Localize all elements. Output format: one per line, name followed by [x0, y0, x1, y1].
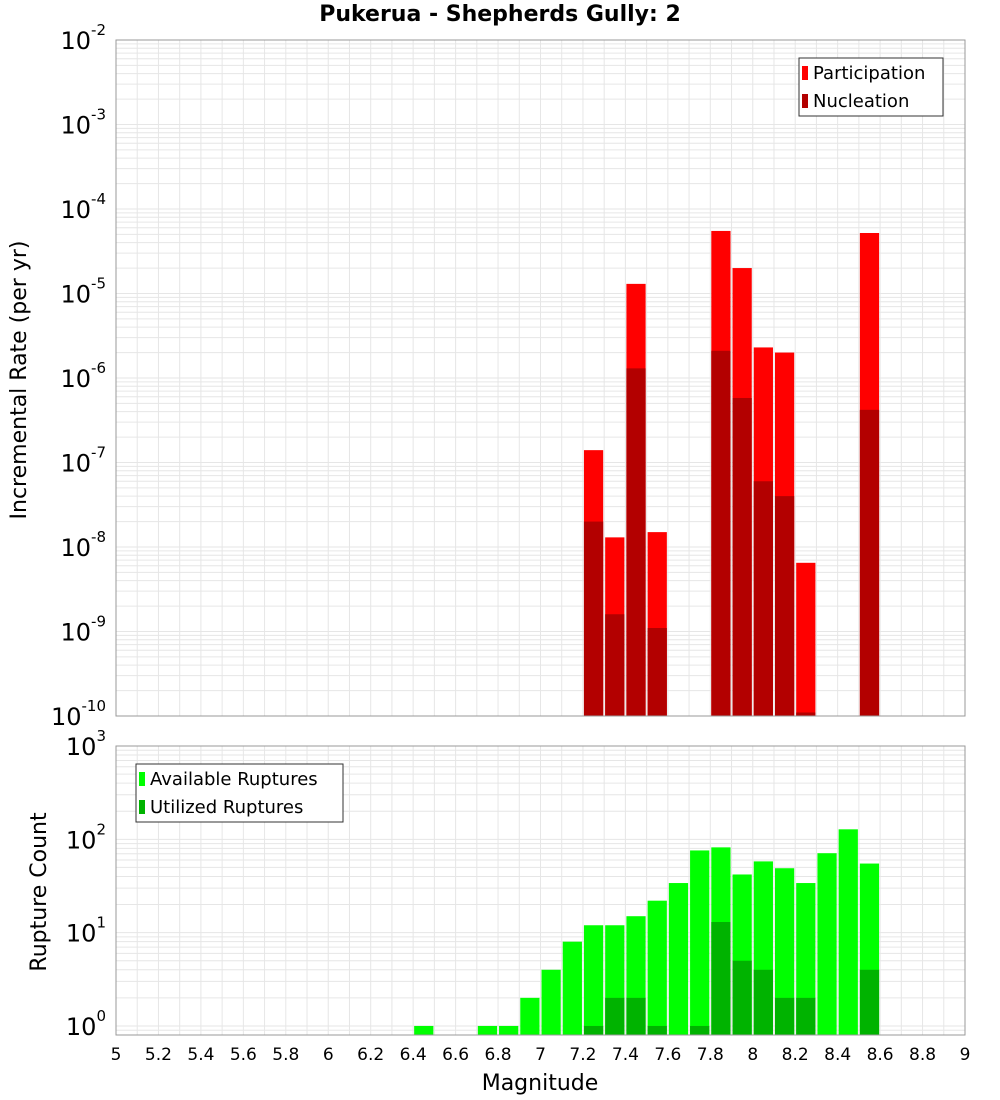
count-y-axis-title: Rupture Count [27, 812, 52, 972]
x-tick-label: 7.4 [612, 1045, 639, 1065]
rate-bar-secondary [605, 614, 625, 716]
x-tick-label: 5.2 [145, 1045, 172, 1065]
count-y-tick-label: 103 [66, 727, 106, 761]
count-legend-box [135, 763, 344, 823]
count-bar-secondary [605, 997, 625, 1035]
x-tick-label: 5.4 [187, 1045, 214, 1065]
x-tick-label: 6.6 [442, 1045, 469, 1065]
rate-legend-box [798, 57, 944, 117]
x-tick-label: 8.2 [782, 1045, 809, 1065]
rate-legend-swatch [802, 94, 808, 108]
count-legend-label: Utilized Ruptures [150, 797, 303, 818]
count-bar-primary [520, 997, 540, 1035]
count-bar-primary [647, 900, 667, 1035]
rate-y-axis-title: Incremental Rate (per yr) [7, 241, 32, 520]
x-tick-label: 8 [747, 1045, 758, 1065]
rate-y-tick-label: 10-7 [60, 444, 106, 478]
rate-y-tick-label: 10-4 [60, 190, 106, 224]
count-bar-secondary [583, 1025, 604, 1035]
rate-y-tick-label: 10-3 [60, 106, 106, 140]
rate-y-tick-label: 10-10 [51, 697, 106, 731]
count-bar-secondary [711, 922, 731, 1035]
rate-legend: Participation Nucleation [798, 57, 944, 117]
chart-title: Pukerua - Shepherds Gully: 2 [319, 2, 681, 27]
count-legend: Available Ruptures Utilized Ruptures [135, 763, 344, 823]
x-tick-label: 5 [111, 1045, 122, 1065]
count-bar-primary [583, 925, 604, 1035]
rate-legend-label: Nucleation [813, 91, 909, 112]
x-tick-label: 6.8 [485, 1045, 512, 1065]
rate-bar-secondary [711, 350, 731, 716]
count-bar-primary [774, 868, 795, 1035]
rate-bar-secondary [647, 628, 667, 716]
x-tick-label: 7.6 [654, 1045, 681, 1065]
count-bar-primary [477, 1025, 498, 1035]
rate-bar-secondary [753, 481, 773, 716]
count-bar-secondary [647, 1025, 667, 1035]
rate-bar-secondary [732, 397, 752, 716]
count-y-tick-label: 100 [66, 1007, 106, 1041]
count-bar-primary [541, 969, 561, 1035]
rate-legend-swatch [802, 66, 808, 80]
rate-frame [115, 39, 966, 717]
x-tick-label: 6 [323, 1045, 334, 1065]
count-bar-secondary [774, 997, 795, 1035]
count-y-tick-label: 102 [66, 820, 106, 854]
rate-y-tick-label: 10-6 [60, 359, 106, 393]
count-bar-primary [562, 941, 582, 1035]
count-legend-swatch [139, 772, 145, 786]
rate-bar-secondary [583, 521, 604, 716]
count-bar-primary [668, 883, 689, 1035]
count-legend-swatch [139, 800, 145, 814]
rate-bar-secondary [859, 409, 880, 716]
x-tick-label: 6.4 [400, 1045, 427, 1065]
count-bar-primary [817, 853, 837, 1035]
x-tick-label: 8.6 [867, 1045, 894, 1065]
x-tick-label: 7.8 [697, 1045, 724, 1065]
count-bar-secondary [732, 960, 752, 1035]
x-tick-label: 9 [960, 1045, 971, 1065]
count-bar-secondary [796, 997, 816, 1035]
x-tick-label: 8.8 [909, 1045, 936, 1065]
rate-panel: 10-10 10-9 10-8 10-7 10-6 10-5 10-4 10-3 10-2 Par… [51, 21, 966, 731]
rate-y-tick-label: 10-2 [60, 21, 106, 55]
rate-legend-label: Participation [813, 63, 925, 84]
count-frame [115, 745, 966, 1036]
rate-bar-secondary [796, 712, 816, 716]
count-legend-label: Available Ruptures [150, 769, 318, 790]
count-bar-primary [838, 829, 858, 1035]
count-bar-primary [796, 883, 816, 1035]
count-bar-secondary [753, 969, 773, 1035]
rate-bar-primary [796, 562, 816, 716]
count-panel: 100 101 102 103 Available Ruptures Utilized R… [66, 727, 966, 1041]
rate-y-tick-label: 10-8 [60, 528, 106, 562]
x-tick-label: 7 [535, 1045, 546, 1065]
x-tick-label: 5.8 [272, 1045, 299, 1065]
count-bar-primary [690, 850, 710, 1035]
rate-bar-secondary [774, 496, 795, 716]
x-tick-label: 7.2 [569, 1045, 596, 1065]
count-bar-secondary [859, 969, 880, 1035]
x-axis: 5 5.2 5.4 5.6 5.8 6 6.2 6.4 6.6 6.8 7 7.2 7.4 7.6 7.8 8… [111, 1045, 971, 1065]
x-tick-label: 8.4 [824, 1045, 851, 1065]
count-bar-primary [414, 1025, 434, 1035]
count-bar-secondary [626, 997, 646, 1035]
rate-y-tick-label: 10-9 [60, 613, 106, 647]
count-bar-primary [499, 1025, 519, 1035]
x-axis-title: Magnitude [482, 1071, 599, 1096]
rate-y-tick-label: 10-5 [60, 275, 106, 309]
count-bar-secondary [690, 1025, 710, 1035]
count-y-tick-label: 101 [66, 914, 106, 948]
x-tick-label: 6.2 [357, 1045, 384, 1065]
rate-bar-secondary [626, 368, 646, 716]
x-tick-label: 5.6 [230, 1045, 257, 1065]
